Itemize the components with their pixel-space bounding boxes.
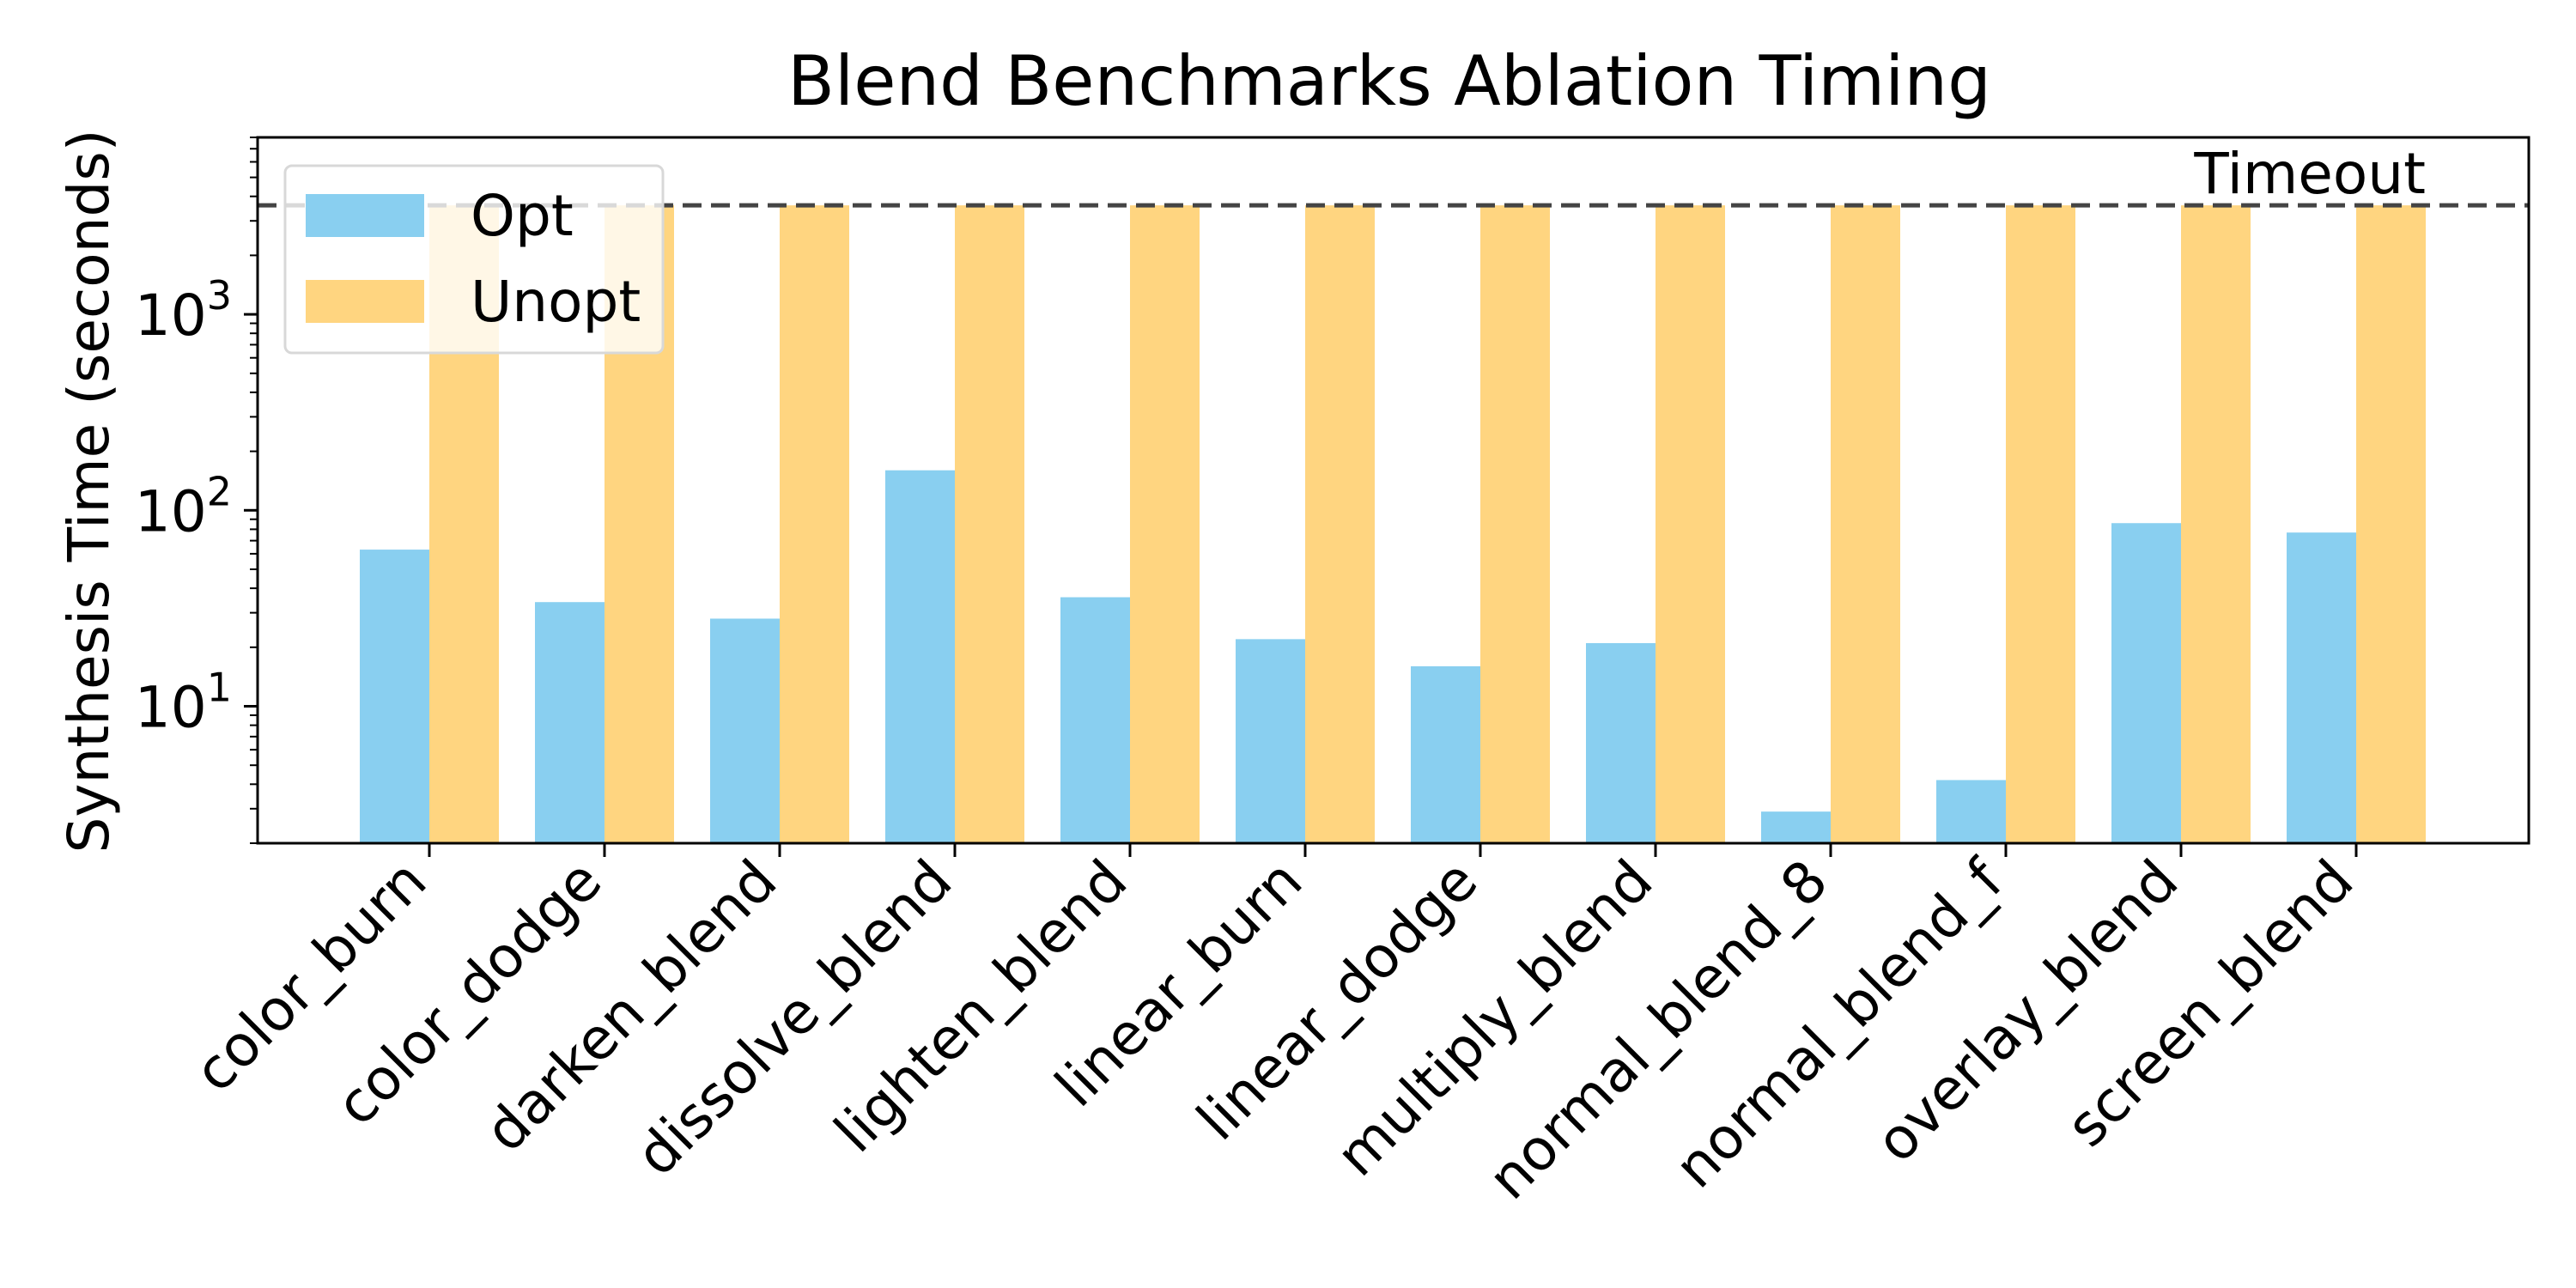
bar-unopt-linear_dodge [1480,205,1550,843]
chart-title: Blend Benchmarks Ablation Timing [787,41,1991,121]
bar-opt-multiply_blend [1586,642,1656,843]
y-tick-label: 101 [135,664,232,740]
bar-opt-screen_blend [2287,532,2356,843]
bar-unopt-lighten_blend [1130,205,1200,843]
bar-unopt-multiply_blend [1656,205,1725,843]
y-tick-exponent: 3 [207,272,232,319]
bar-opt-normal_blend_f [1936,780,2006,843]
legend-label-unopt: Unopt [471,269,641,335]
y-tick-base: 10 [135,283,207,349]
bar-unopt-screen_blend [2356,205,2426,843]
legend-swatch-opt [306,194,424,237]
plot-frame [256,136,2530,845]
bar-unopt-darken_blend [780,205,849,843]
legend-swatch-unopt [306,280,424,323]
y-tick-base: 10 [135,478,207,544]
x-tick-label: multiply_blend [1324,848,1666,1189]
bar-opt-dissolve_blend [885,470,955,843]
bar-opt-color_burn [360,550,429,843]
y-axis-label: Synthesis Time (seconds) [56,130,122,854]
y-tick-base: 10 [135,674,207,740]
bar-opt-darken_blend [710,618,780,843]
legend-label-opt: Opt [471,183,574,249]
bar-unopt-normal_blend_8 [1831,205,1900,843]
x-tick-label: overlay_blend [1863,848,2191,1176]
bar-opt-lighten_blend [1060,597,1130,843]
timeout-label: Timeout [2193,141,2426,207]
y-tick-label: 103 [135,272,232,349]
legend: Opt Unopt [283,164,665,355]
bar-opt-overlay_blend [2111,523,2181,843]
bar-opt-linear_dodge [1411,665,1480,843]
x-tick-label: dissolve_blend [623,848,964,1188]
y-tick-exponent: 1 [207,664,232,710]
bar-unopt-linear_burn [1305,205,1375,843]
plot-area: Timeout101102103color_burncolor_dodgedar… [135,136,2530,1212]
bar-unopt-normal_blend_f [2006,205,2075,843]
y-tick-label: 102 [135,468,232,544]
bar-opt-normal_blend_8 [1761,811,1831,843]
y-tick-exponent: 2 [207,468,232,514]
x-tick-label: normal_blend_f [1662,847,2017,1201]
bar-opt-linear_burn [1236,639,1305,843]
bar-opt-color_dodge [535,602,605,843]
bar-unopt-dissolve_blend [955,205,1024,843]
bar-unopt-overlay_blend [2181,205,2251,843]
